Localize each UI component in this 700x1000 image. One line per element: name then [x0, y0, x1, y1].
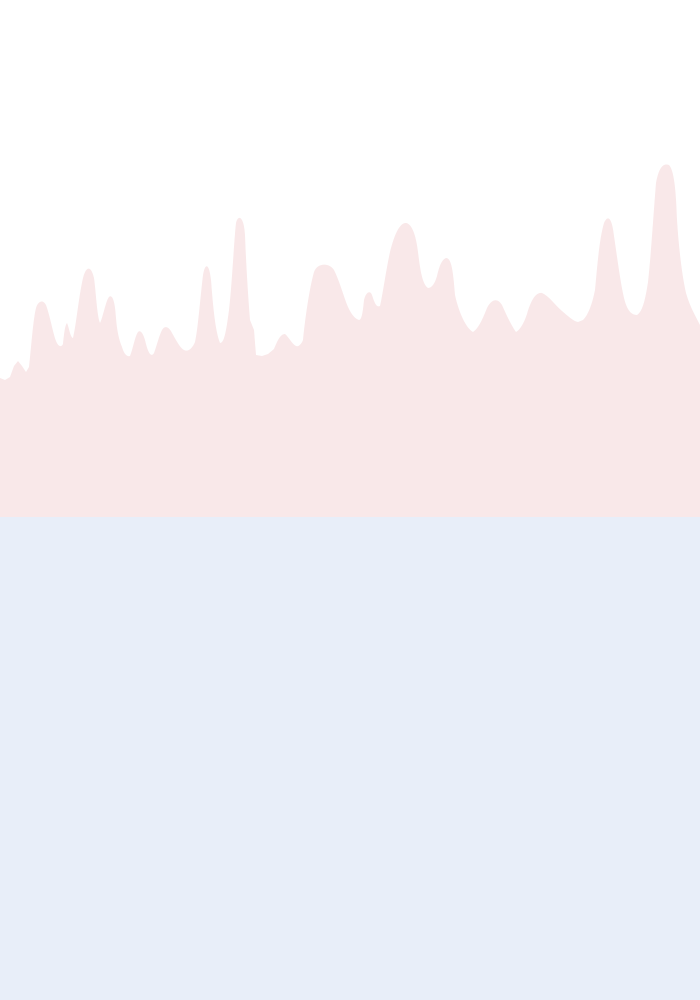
blue-lower-band [0, 517, 700, 1000]
